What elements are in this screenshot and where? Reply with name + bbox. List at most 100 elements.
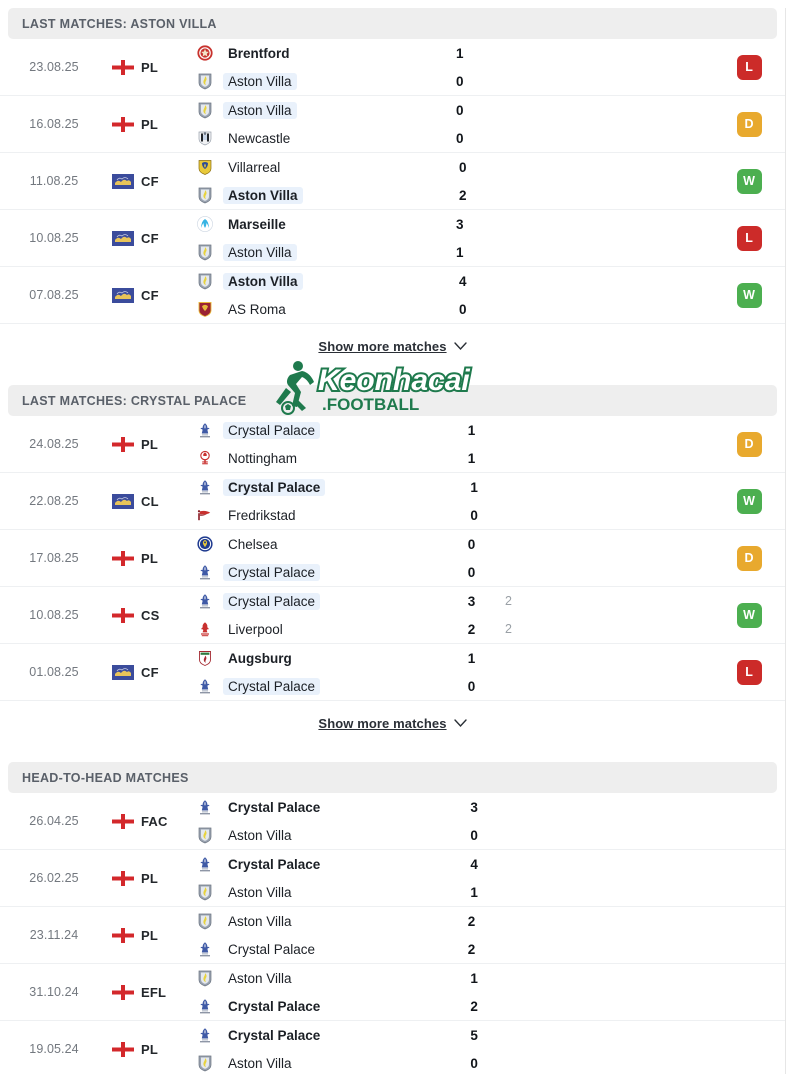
team-line-home[interactable]: Augsburg bbox=[196, 649, 457, 667]
team-name[interactable]: Crystal Palace bbox=[223, 563, 321, 581]
team-line-home[interactable]: Aston Villa bbox=[196, 912, 457, 930]
team-line-away[interactable]: Aston Villa bbox=[196, 1054, 459, 1072]
competition-cell[interactable]: PL bbox=[108, 1041, 196, 1057]
team-line-away[interactable]: Aston Villa bbox=[196, 186, 448, 204]
score-line-away: 2 2 bbox=[457, 620, 577, 638]
team-line-away[interactable]: Nottingham bbox=[196, 449, 457, 467]
match-row[interactable]: 01.08.25 CF Augsburg Crystal Palace bbox=[0, 644, 785, 701]
team-name[interactable]: AS Roma bbox=[228, 301, 286, 317]
team-line-away[interactable]: Aston Villa bbox=[196, 826, 459, 844]
team-line-away[interactable]: Crystal Palace bbox=[196, 677, 457, 695]
team-name[interactable]: Aston Villa bbox=[228, 1055, 292, 1071]
team-name[interactable]: Crystal Palace bbox=[228, 1027, 321, 1043]
team-name[interactable]: Villarreal bbox=[228, 159, 281, 175]
competition-cell[interactable]: CF bbox=[108, 664, 196, 680]
team-line-away[interactable]: Crystal Palace bbox=[196, 563, 457, 581]
competition-cell[interactable]: CF bbox=[108, 287, 196, 303]
competition-cell[interactable]: PL bbox=[108, 116, 196, 132]
competition-cell[interactable]: PL bbox=[108, 870, 196, 886]
match-row[interactable]: 26.04.25 FAC Crystal Palace bbox=[0, 793, 785, 850]
team-name[interactable]: Aston Villa bbox=[228, 970, 292, 986]
team-name[interactable]: Newcastle bbox=[228, 130, 291, 146]
team-name[interactable]: Aston Villa bbox=[228, 884, 292, 900]
team-line-home[interactable]: Crystal Palace bbox=[196, 421, 457, 439]
crest-augsburg bbox=[199, 651, 211, 666]
team-line-away[interactable]: Newcastle bbox=[196, 129, 445, 147]
team-line-home[interactable]: Crystal Palace bbox=[196, 478, 459, 496]
competition-cell[interactable]: CS bbox=[108, 607, 196, 623]
crest-crystal-palace bbox=[200, 679, 210, 694]
match-row[interactable]: 10.08.25 CF Marseille Aston Villa bbox=[0, 210, 785, 267]
team-line-home[interactable]: Brentford bbox=[196, 44, 445, 62]
team-line-home[interactable]: Chelsea bbox=[196, 535, 457, 553]
team-line-home[interactable]: Aston Villa bbox=[196, 969, 459, 987]
competition-cell[interactable]: CF bbox=[108, 173, 196, 189]
team-line-away[interactable]: Aston Villa bbox=[196, 883, 459, 901]
match-row[interactable]: 31.10.24 EFL Aston Villa Cry bbox=[0, 964, 785, 1021]
team-name[interactable]: Chelsea bbox=[228, 536, 278, 552]
team-line-home[interactable]: Aston Villa bbox=[196, 272, 448, 290]
team-name[interactable]: Crystal Palace bbox=[228, 998, 321, 1014]
team-name[interactable]: Aston Villa bbox=[223, 186, 303, 204]
team-name[interactable]: Aston Villa bbox=[223, 272, 303, 290]
team-name[interactable]: Aston Villa bbox=[223, 72, 297, 90]
competition-cell[interactable]: PL bbox=[108, 59, 196, 75]
show-more-matches-button[interactable]: Show more matches bbox=[318, 716, 467, 731]
team-name[interactable]: Augsburg bbox=[228, 650, 292, 666]
competition-cell[interactable]: EFL bbox=[108, 984, 196, 1000]
team-line-away[interactable]: Fredrikstad bbox=[196, 506, 459, 524]
match-row[interactable]: 19.05.24 PL Crystal Palace A bbox=[0, 1021, 785, 1074]
team-name[interactable]: Crystal Palace bbox=[228, 941, 316, 957]
competition-cell[interactable]: PL bbox=[108, 550, 196, 566]
match-row[interactable]: 22.08.25 CL Crystal Palace Fr bbox=[0, 473, 785, 530]
team-name[interactable]: Aston Villa bbox=[228, 827, 292, 843]
team-line-away[interactable]: Aston Villa bbox=[196, 72, 445, 90]
competition-cell[interactable]: PL bbox=[108, 436, 196, 452]
show-more-matches-button[interactable]: Show more matches bbox=[318, 339, 467, 354]
scores-cell: 0 0 bbox=[445, 101, 565, 147]
team-name[interactable]: Crystal Palace bbox=[223, 478, 326, 496]
match-row[interactable]: 16.08.25 PL Aston Villa bbox=[0, 96, 785, 153]
match-row[interactable]: 10.08.25 CS Crystal Palace L bbox=[0, 587, 785, 644]
match-row[interactable]: 07.08.25 CF Aston Villa AS Roma bbox=[0, 267, 785, 324]
team-name[interactable]: Fredrikstad bbox=[228, 507, 296, 523]
match-row[interactable]: 26.02.25 PL Crystal Palace A bbox=[0, 850, 785, 907]
team-name[interactable]: Crystal Palace bbox=[223, 421, 321, 439]
team-line-away[interactable]: Crystal Palace bbox=[196, 997, 459, 1015]
team-name[interactable]: Crystal Palace bbox=[223, 677, 321, 695]
team-name[interactable]: Crystal Palace bbox=[228, 799, 321, 815]
team-name[interactable]: Liverpool bbox=[228, 621, 283, 637]
team-name[interactable]: Brentford bbox=[228, 45, 290, 61]
competition-code: PL bbox=[141, 1041, 159, 1057]
section-gap bbox=[0, 745, 785, 754]
team-name[interactable]: Aston Villa bbox=[223, 243, 297, 261]
team-line-home[interactable]: Crystal Palace bbox=[196, 592, 457, 610]
team-name[interactable]: Crystal Palace bbox=[223, 592, 321, 610]
team-line-away[interactable]: Liverpool bbox=[196, 620, 457, 638]
team-name[interactable]: Crystal Palace bbox=[228, 856, 321, 872]
team-line-home[interactable]: Crystal Palace bbox=[196, 855, 459, 873]
team-name[interactable]: Nottingham bbox=[228, 450, 298, 466]
team-crest-crystal-palace bbox=[196, 563, 214, 581]
competition-cell[interactable]: CL bbox=[108, 493, 196, 509]
match-row[interactable]: 23.11.24 PL Aston Villa Crys bbox=[0, 907, 785, 964]
team-line-home[interactable]: Crystal Palace bbox=[196, 798, 459, 816]
team-crest-as-roma bbox=[196, 300, 214, 318]
team-line-home[interactable]: Aston Villa bbox=[196, 101, 445, 119]
match-row[interactable]: 17.08.25 PL Chelsea bbox=[0, 530, 785, 587]
team-line-home[interactable]: Marseille bbox=[196, 215, 445, 233]
competition-cell[interactable]: FAC bbox=[108, 813, 196, 829]
competition-cell[interactable]: PL bbox=[108, 927, 196, 943]
team-name[interactable]: Aston Villa bbox=[223, 101, 297, 119]
team-name[interactable]: Aston Villa bbox=[228, 913, 292, 929]
team-line-away[interactable]: AS Roma bbox=[196, 300, 448, 318]
team-line-away[interactable]: Crystal Palace bbox=[196, 940, 457, 958]
competition-cell[interactable]: CF bbox=[108, 230, 196, 246]
match-row[interactable]: 23.08.25 PL Brentford Aston bbox=[0, 39, 785, 96]
team-name[interactable]: Marseille bbox=[228, 216, 286, 232]
match-row[interactable]: 24.08.25 PL Crystal Palace bbox=[0, 416, 785, 473]
team-line-home[interactable]: Crystal Palace bbox=[196, 1026, 459, 1044]
match-row[interactable]: 11.08.25 CF Villarreal Aston Villa bbox=[0, 153, 785, 210]
team-line-home[interactable]: Villarreal bbox=[196, 158, 448, 176]
team-line-away[interactable]: Aston Villa bbox=[196, 243, 445, 261]
